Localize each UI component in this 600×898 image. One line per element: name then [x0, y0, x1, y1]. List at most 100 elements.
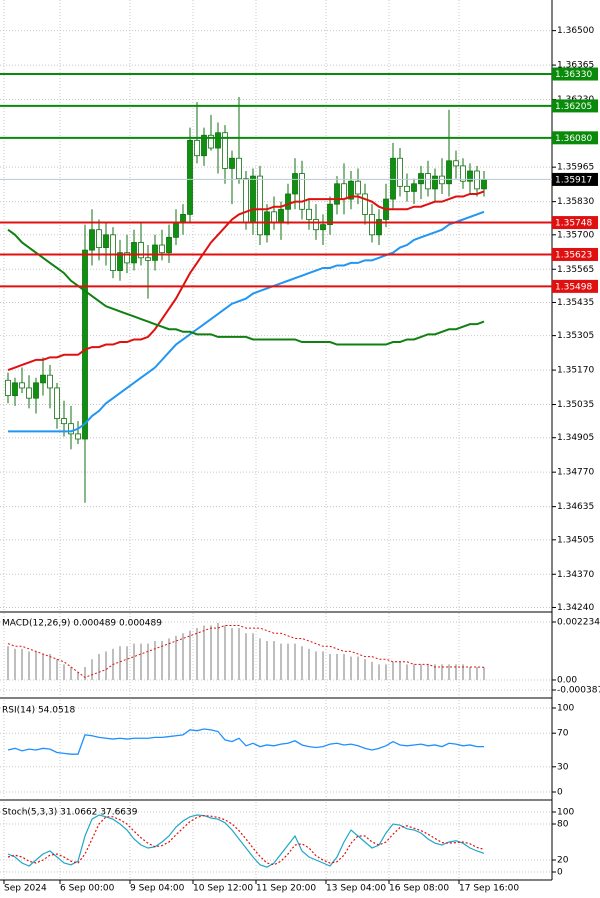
macd-bar	[189, 630, 191, 680]
candle-body	[418, 173, 424, 185]
candle-body	[89, 229, 95, 251]
macd-bar	[98, 654, 100, 680]
candle-body	[390, 157, 396, 200]
macd-bar	[462, 664, 464, 680]
indicator-title: RSI(14) 54.0518	[2, 706, 75, 716]
macd-bar	[126, 646, 128, 680]
candle-body	[439, 175, 445, 185]
candle-body	[334, 183, 340, 205]
y-tick-label: 0	[557, 788, 563, 798]
macd-bar	[14, 648, 16, 680]
macd-bar	[266, 641, 268, 680]
level-label: 1.36205	[555, 102, 592, 112]
y-tick-label: 0.002234	[557, 618, 600, 628]
macd-bar	[364, 659, 366, 680]
macd-bar	[56, 659, 58, 680]
candle-body	[474, 170, 480, 190]
candle-body	[313, 219, 319, 231]
macd-bar	[392, 661, 394, 680]
macd-bar	[175, 635, 177, 680]
candle-body	[446, 160, 452, 185]
x-tick-label: 17 Sep 16:00	[459, 884, 519, 894]
candle-body	[145, 257, 151, 261]
x-tick-label: 10 Sep 12:00	[193, 884, 253, 894]
moving-average	[7, 190, 485, 372]
y-tick-label: 100	[557, 704, 574, 714]
candle-body	[453, 160, 459, 167]
macd-bar	[168, 638, 170, 680]
macd-bar	[84, 666, 86, 680]
candle-body	[397, 157, 403, 187]
candle-body	[327, 203, 333, 226]
candle-body	[159, 244, 165, 254]
candle-body	[117, 252, 123, 271]
macd-bar	[329, 654, 331, 680]
candle-body	[96, 229, 102, 248]
macd-bar	[448, 664, 450, 680]
candle-body	[250, 175, 256, 223]
y-tick-label: 1.35830	[557, 197, 594, 207]
macd-bar	[287, 643, 289, 680]
y-tick-label: 1.35435	[557, 298, 594, 308]
macd-bar	[63, 664, 65, 680]
y-tick-label: -0.000387	[557, 686, 600, 696]
macd-bar	[406, 664, 408, 680]
candle-body	[299, 173, 305, 210]
macd-bar	[210, 625, 212, 680]
macd-bar	[35, 651, 37, 680]
macd-bar	[336, 654, 338, 680]
candle-body	[47, 374, 53, 389]
y-tick-label: 1.35170	[557, 366, 594, 376]
candle-body	[292, 173, 298, 195]
macd-bar	[217, 622, 219, 680]
candle-body	[362, 193, 368, 215]
level-label-box	[552, 131, 598, 145]
x-tick-label: 9 Sep 04:00	[130, 884, 185, 894]
candle-body	[82, 249, 88, 440]
macd-bar	[371, 661, 373, 680]
macd-bar	[28, 651, 30, 680]
moving-average	[8, 210, 485, 433]
candle-body	[460, 165, 466, 182]
candle-body	[12, 382, 18, 397]
y-tick-label: 1.34770	[557, 468, 594, 478]
y-tick-label: 1.35965	[557, 163, 594, 173]
candle-body	[110, 234, 116, 271]
macd-bar	[378, 664, 380, 680]
candle-body	[236, 157, 242, 180]
y-tick-label: 1.35305	[557, 331, 594, 341]
moving-average	[7, 228, 485, 346]
macd-bar	[420, 664, 422, 680]
x-tick-label: Sep 2024	[4, 884, 47, 894]
candle-body	[355, 180, 361, 195]
macd-bar	[91, 659, 93, 680]
y-tick-label: 1.34905	[557, 433, 594, 443]
candle-body	[180, 213, 186, 223]
candle-body	[173, 221, 179, 238]
last-price-label: 1.35917	[555, 175, 592, 185]
macd-bar	[483, 667, 485, 680]
candle-body	[222, 132, 228, 169]
candle-body	[369, 213, 375, 236]
macd-bar	[105, 651, 107, 680]
macd-bar	[259, 638, 261, 680]
candle-body	[285, 193, 291, 210]
stoch-line	[7, 814, 485, 866]
y-tick-label: 1.35035	[557, 400, 594, 410]
macd-bar	[238, 628, 240, 680]
level-label-box	[552, 216, 598, 230]
macd-bar	[301, 646, 303, 680]
candle-body	[320, 224, 326, 231]
level-label-box	[552, 99, 598, 113]
level-label: 1.35623	[555, 250, 592, 260]
macd-bar	[413, 664, 415, 680]
macd-bar	[70, 666, 72, 680]
candle-body	[187, 139, 193, 215]
candle-body	[278, 208, 284, 223]
candle-body	[131, 242, 137, 264]
x-tick-label: 6 Sep 00:00	[60, 884, 115, 894]
y-tick-label: 20	[557, 856, 569, 866]
level-label-box	[552, 247, 598, 261]
macd-bar	[49, 654, 51, 680]
